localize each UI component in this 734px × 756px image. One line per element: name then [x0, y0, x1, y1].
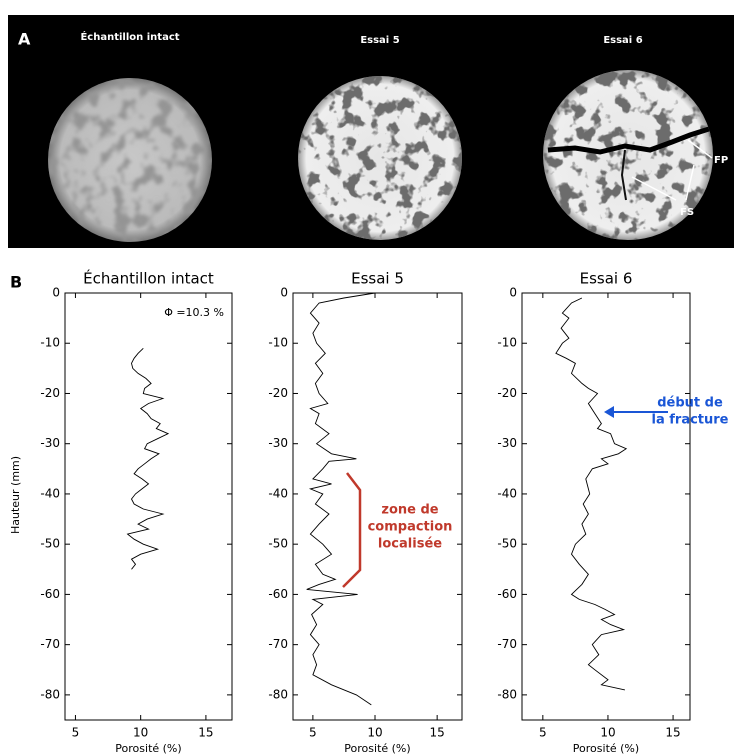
- data-line: [126, 347, 170, 570]
- x-tick-label: 5: [309, 726, 317, 740]
- y-tick-label: -60: [40, 587, 60, 601]
- annotation: compaction: [368, 520, 453, 535]
- arrow: [685, 164, 695, 201]
- plot-frame: [521, 292, 691, 721]
- y-tick-label: -40: [268, 486, 288, 500]
- y-tick-label: -50: [497, 537, 517, 551]
- y-tick-label: -80: [497, 687, 517, 701]
- x-tick-label: 15: [665, 726, 680, 740]
- y-tick-label: 0: [52, 286, 60, 300]
- chart-title: Échantillon intact: [83, 269, 214, 288]
- y-tick-label: -50: [268, 537, 288, 551]
- annotation: zone de: [381, 503, 438, 518]
- plot-frame: [292, 292, 463, 721]
- panel-label: A: [18, 30, 31, 49]
- annotation: FP: [714, 155, 728, 166]
- x-tick-label: 5: [72, 726, 80, 740]
- annotation: Φ =10.3 %: [164, 306, 224, 319]
- y-tick-label: -50: [40, 537, 60, 551]
- x-axis-label: Porosité (%): [344, 742, 410, 755]
- fracture: [547, 125, 713, 155]
- fracture: [620, 149, 627, 201]
- y-tick-label: -30: [497, 436, 517, 450]
- panel-a: A Échantillon intact Essai 5 Essai 6 FP …: [8, 15, 734, 248]
- y-tick-label: -30: [268, 436, 288, 450]
- y-tick-label: -10: [268, 336, 288, 350]
- y-tick-label: -40: [497, 486, 517, 500]
- x-tick-label: 15: [430, 726, 445, 740]
- scan-texture: [543, 70, 713, 240]
- panel-label: B: [10, 273, 22, 292]
- arrow-head: [604, 406, 614, 418]
- y-tick-label: -20: [40, 386, 60, 400]
- x-tick-label: 5: [539, 726, 547, 740]
- plot-frame: [64, 292, 233, 721]
- y-tick-label: -30: [40, 436, 60, 450]
- scan-texture: [298, 76, 462, 240]
- y-tick-label: -80: [40, 687, 60, 701]
- y-tick-label: -70: [497, 637, 517, 651]
- x-axis-label: Porosité (%): [573, 742, 639, 755]
- y-tick-label: -10: [40, 336, 60, 350]
- data-line: [555, 297, 628, 691]
- y-tick-label: -20: [268, 386, 288, 400]
- arrow: [687, 139, 713, 159]
- y-tick-label: -10: [497, 336, 517, 350]
- y-tick-label: 0: [280, 286, 288, 300]
- annotation: FS: [680, 207, 694, 218]
- chart-title: Essai 6: [580, 270, 633, 288]
- x-tick-label: 15: [198, 726, 213, 740]
- y-tick-label: 0: [509, 286, 517, 300]
- bracket: [342, 472, 362, 588]
- annotation: localisée: [378, 537, 442, 552]
- scan-title: Échantillon intact: [80, 30, 179, 43]
- x-tick-label: 10: [600, 726, 615, 740]
- y-tick-label: -70: [40, 637, 60, 651]
- scan-title: Essai 5: [360, 35, 399, 46]
- x-tick-label: 10: [133, 726, 148, 740]
- x-axis-label: Porosité (%): [115, 742, 181, 755]
- annotation: la fracture: [652, 413, 729, 428]
- y-tick-label: -60: [497, 587, 517, 601]
- y-tick-label: -20: [497, 386, 517, 400]
- scan-title: Essai 6: [603, 35, 642, 46]
- y-tick-label: -80: [268, 687, 288, 701]
- y-tick-label: -70: [268, 637, 288, 651]
- y-tick-label: -60: [268, 587, 288, 601]
- chart-title: Essai 5: [351, 270, 404, 288]
- y-axis-label: Hauteur (mm): [9, 456, 22, 534]
- data-line: [306, 292, 376, 706]
- scan-texture: [48, 78, 212, 242]
- x-tick-label: 10: [367, 726, 382, 740]
- arrow: [631, 176, 677, 201]
- annotation: début de: [657, 396, 723, 411]
- y-tick-label: -40: [40, 486, 60, 500]
